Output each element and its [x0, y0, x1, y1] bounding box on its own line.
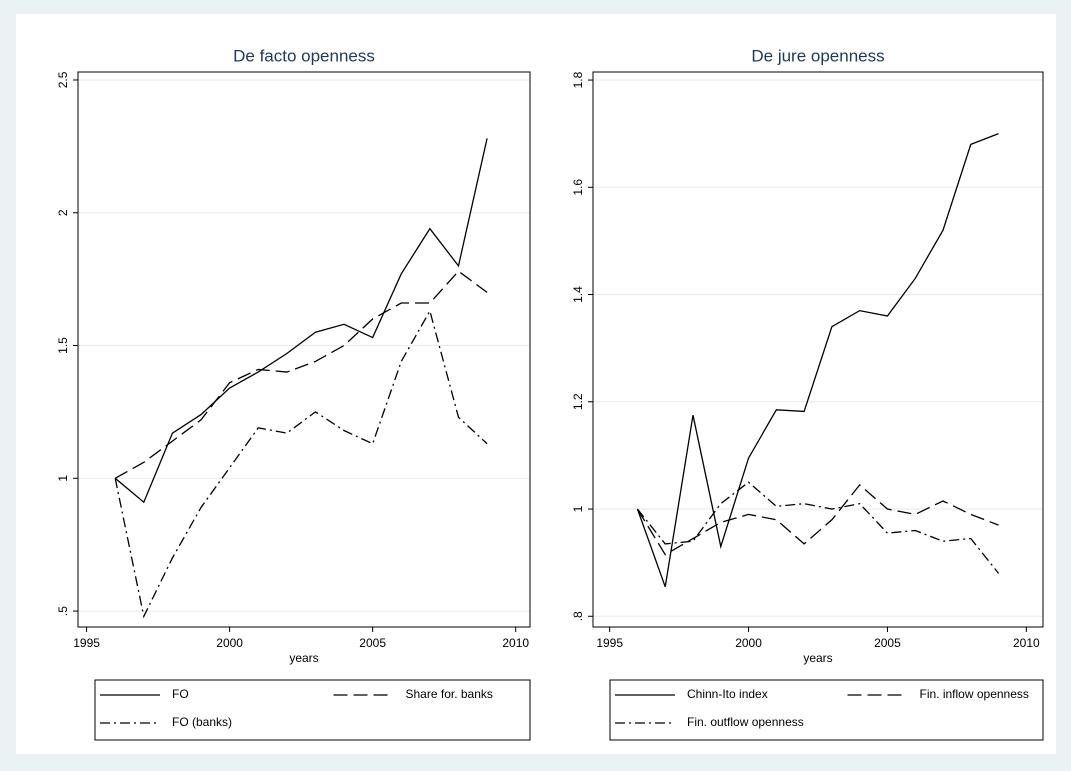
x-tick-label: 2010 [1013, 636, 1040, 650]
series-line [114, 270, 488, 479]
y-tick-label: 2 [56, 209, 70, 216]
x-tick-label: 2005 [359, 636, 386, 650]
y-tick-label: .5 [56, 606, 70, 616]
panel-title: De jure openness [751, 46, 884, 65]
plot-frame [592, 71, 1044, 628]
legend-label: Chinn-Ito index [687, 687, 768, 701]
y-tick-label: 1.6 [571, 179, 585, 196]
y-tick-label: 1.8 [571, 71, 585, 88]
series-line [636, 133, 999, 588]
y-tick-label: 1.4 [571, 286, 585, 303]
panel-title: De facto openness [233, 46, 375, 65]
legend-label: FO [172, 687, 189, 701]
graph-region [16, 14, 1056, 754]
x-tick-label: 1995 [73, 636, 100, 650]
x-tick-label: 2010 [502, 636, 529, 650]
x-axis-title: years [289, 651, 318, 665]
legend-box [609, 679, 1044, 741]
y-tick-label: 1 [571, 505, 585, 512]
legend-label: FO (banks) [172, 715, 232, 729]
legend-label: Fin. outflow openness [687, 715, 804, 729]
y-tick-label: .8 [571, 611, 585, 621]
x-tick-label: 1995 [596, 636, 623, 650]
x-tick-label: 2005 [874, 636, 901, 650]
x-tick-label: 2000 [216, 636, 243, 650]
legend-label: Fin. inflow openness [920, 687, 1029, 701]
series-line [114, 138, 488, 504]
legend-box [94, 679, 531, 741]
series-line [114, 309, 488, 619]
plot-frame [77, 71, 531, 628]
series-line [636, 481, 1000, 574]
x-tick-label: 2000 [735, 636, 762, 650]
legend-label: Share for. banks [406, 687, 493, 701]
series-line [636, 483, 999, 556]
x-axis-title: years [803, 651, 832, 665]
y-tick-label: 1.5 [56, 337, 70, 354]
y-tick-label: 1 [56, 475, 70, 482]
y-tick-label: 2.5 [56, 71, 70, 88]
y-tick-label: 1.2 [571, 393, 585, 410]
